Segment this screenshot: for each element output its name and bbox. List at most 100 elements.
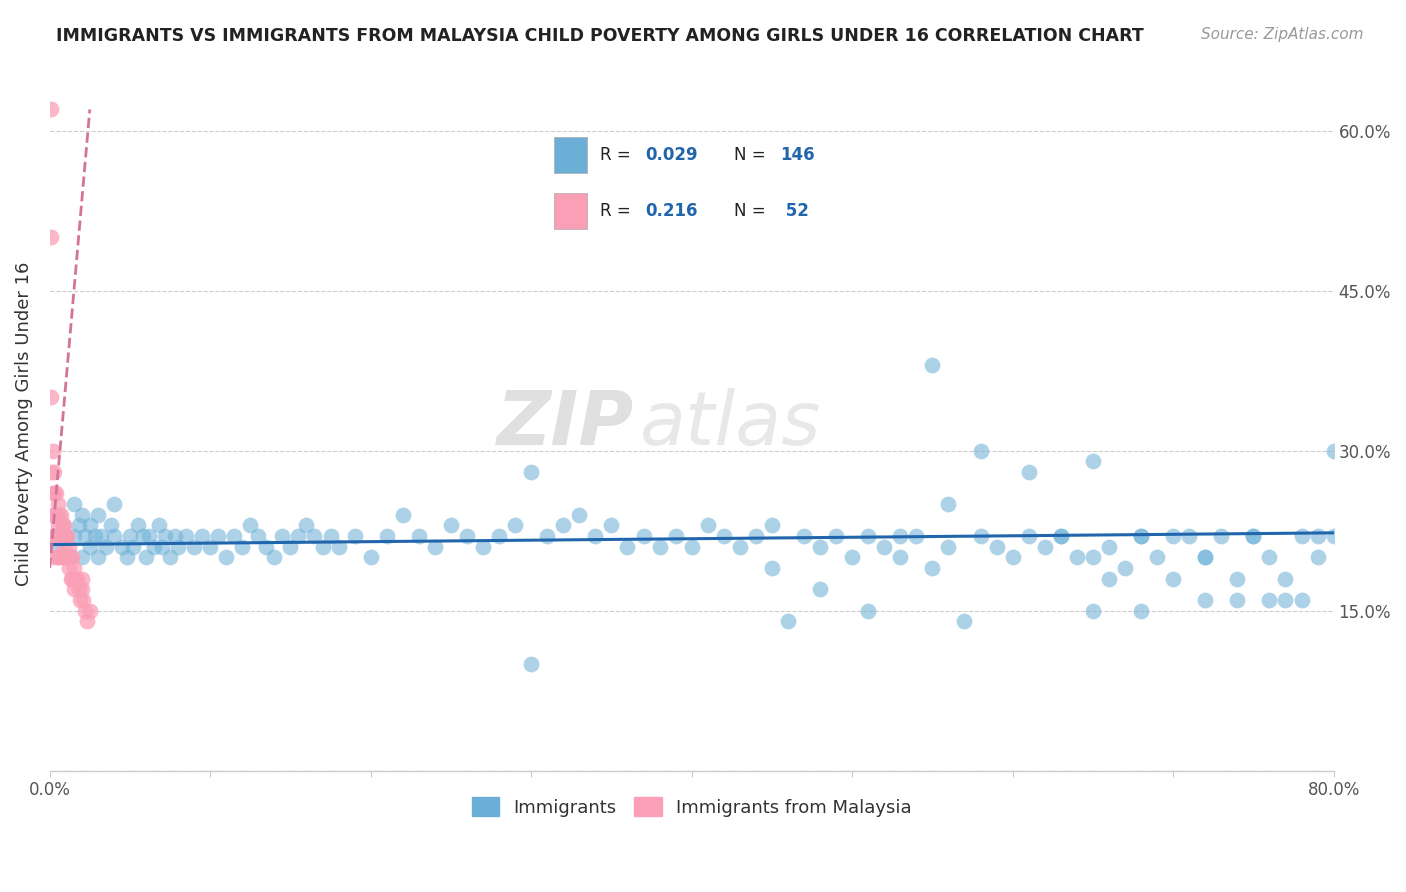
Point <box>73 529 96 543</box>
Point <box>1306 550 1329 565</box>
Point <box>87 508 110 522</box>
Point <box>48 529 70 543</box>
Text: Source: ZipAtlas.com: Source: ZipAtlas.com <box>1201 27 1364 42</box>
Point <box>90 529 112 543</box>
Legend: Immigrants, Immigrants from Malaysia: Immigrants, Immigrants from Malaysia <box>464 790 918 824</box>
Point <box>263 550 285 565</box>
Text: IMMIGRANTS VS IMMIGRANTS FROM MALAYSIA CHILD POVERTY AMONG GIRLS UNDER 16 CORREL: IMMIGRANTS VS IMMIGRANTS FROM MALAYSIA C… <box>56 27 1144 45</box>
Point <box>1018 465 1040 479</box>
Y-axis label: Child Poverty Among Girls Under 16: Child Poverty Among Girls Under 16 <box>15 262 32 586</box>
Point <box>94 540 117 554</box>
Point <box>53 518 76 533</box>
Point <box>1194 550 1216 565</box>
Point <box>745 529 768 543</box>
Point <box>713 529 735 543</box>
Point <box>51 550 73 565</box>
Point <box>696 518 718 533</box>
Point <box>793 529 815 543</box>
Point <box>49 529 72 543</box>
Point <box>46 550 69 565</box>
Point <box>553 518 575 533</box>
Point <box>163 529 186 543</box>
Point <box>58 550 80 565</box>
Point <box>100 518 122 533</box>
Point <box>198 540 221 554</box>
Text: ZIP: ZIP <box>496 387 634 460</box>
Point <box>39 391 62 405</box>
Point <box>1306 529 1329 543</box>
Point <box>231 540 253 554</box>
Point <box>44 529 66 543</box>
Point <box>39 103 62 117</box>
Point <box>56 550 79 565</box>
Point <box>311 540 333 554</box>
Point <box>53 540 76 554</box>
Point <box>56 529 79 543</box>
Point <box>44 486 66 500</box>
Point <box>70 572 93 586</box>
Point <box>1178 529 1201 543</box>
Point <box>1161 572 1184 586</box>
Point <box>953 615 976 629</box>
Point <box>46 540 69 554</box>
Point <box>55 529 77 543</box>
Point <box>207 529 229 543</box>
Point <box>132 529 155 543</box>
Point <box>49 508 72 522</box>
Text: atlas: atlas <box>640 388 821 460</box>
Point <box>76 615 98 629</box>
Point <box>79 604 101 618</box>
Point <box>1146 550 1168 565</box>
Point <box>1194 550 1216 565</box>
Point <box>271 529 294 543</box>
Point <box>856 529 879 543</box>
Point <box>728 540 751 554</box>
Point <box>1274 593 1296 607</box>
Point <box>873 540 896 554</box>
Point <box>79 540 101 554</box>
Point <box>254 540 277 554</box>
Point <box>58 561 80 575</box>
Point <box>224 529 246 543</box>
Point <box>62 582 84 597</box>
Point <box>938 540 960 554</box>
Point <box>280 540 302 554</box>
Point <box>51 529 73 543</box>
Point <box>45 529 67 543</box>
Point <box>1033 540 1056 554</box>
Point <box>59 572 82 586</box>
Point <box>167 540 190 554</box>
Point <box>856 604 879 618</box>
Point <box>111 540 134 554</box>
Point <box>45 508 67 522</box>
Point <box>191 529 214 543</box>
Point <box>51 518 73 533</box>
Point <box>45 486 67 500</box>
Point <box>67 518 90 533</box>
Point <box>391 508 413 522</box>
Point <box>46 518 69 533</box>
Point <box>122 540 145 554</box>
Point <box>44 508 66 522</box>
Point <box>148 518 170 533</box>
Point <box>79 518 101 533</box>
Point <box>118 529 141 543</box>
Point <box>304 529 326 543</box>
Point <box>1161 529 1184 543</box>
Point <box>42 529 65 543</box>
Point <box>67 582 90 597</box>
Point <box>1194 593 1216 607</box>
Point <box>1130 529 1153 543</box>
Point <box>408 529 430 543</box>
Point <box>986 540 1008 554</box>
Point <box>1291 593 1313 607</box>
Point <box>87 550 110 565</box>
Point <box>183 540 205 554</box>
Point <box>808 540 831 554</box>
Point <box>70 508 93 522</box>
Point <box>889 550 911 565</box>
Point <box>72 593 94 607</box>
Point <box>138 529 160 543</box>
Point <box>42 508 65 522</box>
Point <box>62 561 84 575</box>
